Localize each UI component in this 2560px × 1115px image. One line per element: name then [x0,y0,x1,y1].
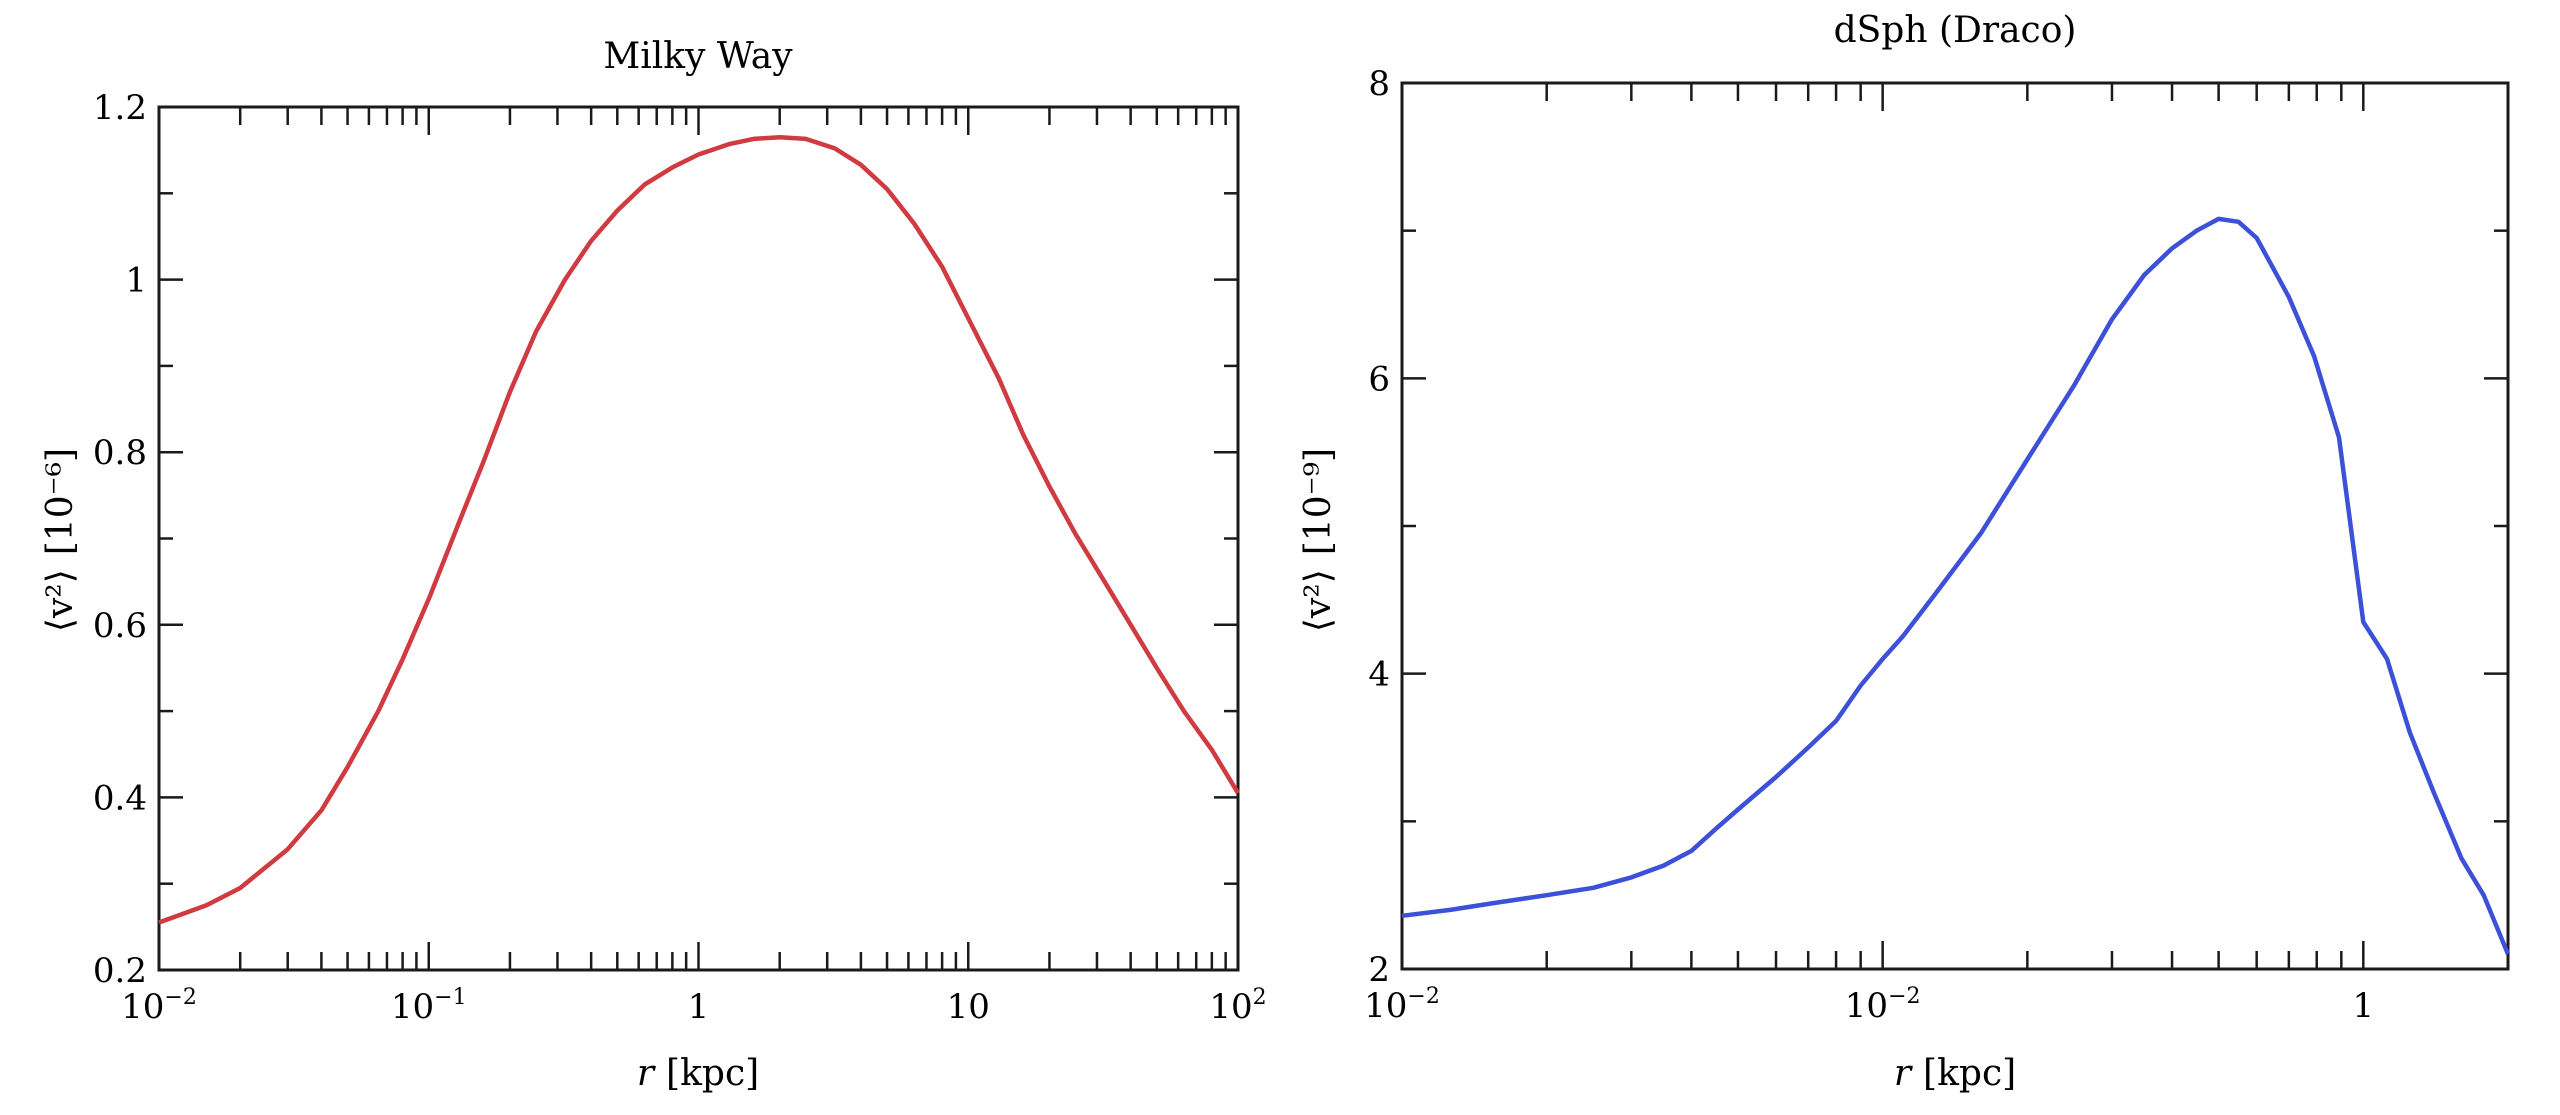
y-tick-label: 0.8 [93,433,147,473]
x-tick-labels: 10−2 10−2 1 [1364,984,2374,1026]
y-axis-label: ⟨v²⟩[10⁻⁹] [1298,448,1339,632]
x-tick-label: 10−2 [121,985,197,1027]
y-tick-labels: 1.2 1 0.8 0.6 0.4 0.2 [93,88,147,991]
x-tick-label: 10−2 [1364,984,1440,1026]
y-tick-label: 2 [1368,950,1390,990]
y-tick-label: 0.6 [93,606,147,646]
x-axis-label: r [kpc] [637,1053,759,1094]
y-tick-label: 1.2 [93,88,147,128]
y-tick-label: 1 [125,261,147,301]
milky-way-curve [158,134,1240,925]
x-tick-label: 1 [2352,986,2374,1026]
panel-title: Milky Way [603,36,793,77]
x-tick-label: 10−2 [1845,984,1921,1026]
y-tick-label: 8 [1368,64,1390,104]
axis-ticks [1402,81,2508,971]
y-tick-label: 0.4 [93,778,147,818]
x-tick-label: 10−1 [391,985,467,1027]
x-tick-label: 1 [688,987,710,1027]
x-tick-labels: 10−2 10−1 1 10 102 [121,985,1266,1027]
y-tick-label: 0.2 [93,951,147,991]
milky-way-panel: Milky Way 10−2 10−1 1 10 102 1.2 1 0.8 0.6 0.4 0.… [40,36,1267,1094]
y-tick-labels: 8 6 4 2 [1368,64,1390,990]
y-tick-label: 4 [1368,655,1390,695]
draco-panel: dSph (Draco) 10−2 10−2 1 8 6 4 2 r [kpc] ⟨v²⟩[… [1298,10,2511,1094]
draco-curve [1401,216,2511,956]
x-axis-label: r [kpc] [1894,1053,2016,1094]
x-tick-label: 10 [947,987,990,1027]
axis-ticks [159,105,1238,972]
y-tick-label: 6 [1368,359,1390,399]
plot-frame [1400,81,2510,971]
plot-frame [157,105,1240,972]
panel-title: dSph (Draco) [1834,10,2077,51]
y-axis-label: ⟨v²⟩[10⁻⁶] [40,448,81,632]
x-tick-label: 102 [1209,985,1266,1027]
